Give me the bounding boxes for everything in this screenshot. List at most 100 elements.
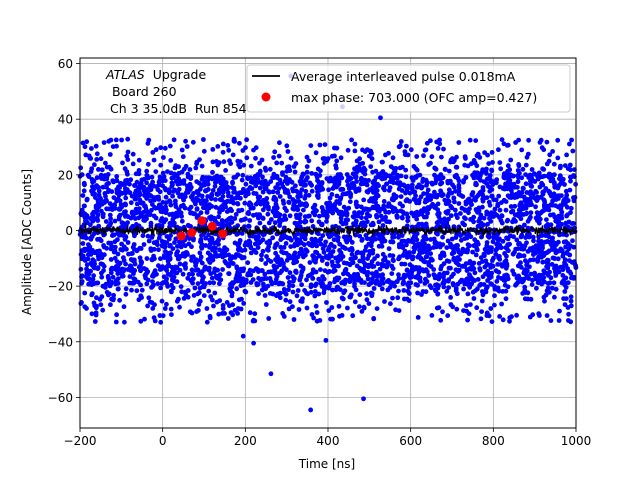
sample-point (562, 289, 568, 294)
sample-point (217, 272, 223, 277)
sample-point (279, 160, 285, 166)
sample-point (413, 242, 418, 248)
sample-point (173, 264, 179, 270)
sample-point (168, 170, 174, 176)
sample-point (111, 195, 117, 201)
sample-point (144, 180, 150, 186)
sample-point (296, 199, 302, 204)
sample-point (359, 215, 364, 221)
sample-point (265, 211, 271, 217)
sample-point (116, 267, 121, 273)
sample-point (467, 259, 473, 264)
sample-point (196, 308, 201, 313)
sample-point (541, 294, 547, 300)
sample-point (293, 268, 299, 274)
sample-point (463, 201, 469, 207)
sample-point (369, 151, 374, 156)
sample-point (361, 165, 367, 171)
sample-point (325, 247, 331, 253)
sample-point (317, 142, 323, 148)
sample-point (130, 223, 136, 229)
sample-point (81, 188, 87, 194)
sample-point (82, 144, 88, 150)
sample-point (304, 164, 310, 170)
sample-point (334, 145, 340, 151)
sample-point (471, 296, 477, 301)
sample-point (190, 271, 196, 277)
sample-point (168, 306, 174, 312)
sample-point (555, 256, 561, 262)
sample-point (212, 175, 217, 181)
sample-point (188, 204, 194, 210)
sample-point (96, 223, 102, 229)
sample-point (166, 263, 172, 268)
sample-point (507, 315, 513, 321)
sample-point (187, 167, 193, 172)
sample-point (277, 217, 283, 223)
sample-point (95, 212, 101, 218)
sample-point (357, 233, 363, 239)
sample-point (319, 284, 325, 289)
sample-point (178, 284, 184, 289)
sample-point (280, 170, 285, 176)
sample-point (277, 212, 283, 218)
sample-point (370, 169, 375, 175)
sample-point (334, 193, 340, 199)
sample-point (475, 151, 481, 157)
sample-point (368, 290, 374, 296)
sample-point (552, 172, 557, 178)
outlier-point (240, 333, 246, 339)
sample-point (91, 258, 97, 264)
sample-point (84, 197, 90, 203)
sample-point (99, 274, 105, 280)
sample-point (223, 168, 229, 173)
sample-point (199, 193, 205, 199)
sample-point (546, 158, 552, 164)
sample-point (100, 262, 106, 267)
sample-point (204, 188, 209, 193)
sample-point (165, 258, 171, 264)
sample-point (287, 178, 293, 184)
sample-point (487, 188, 493, 194)
sample-point (291, 206, 297, 212)
sample-point (425, 187, 431, 193)
sample-point (94, 157, 100, 162)
sample-point (155, 195, 161, 201)
sample-point (262, 293, 268, 298)
sample-point (215, 144, 221, 149)
sample-point (286, 200, 292, 206)
sample-point (547, 269, 552, 275)
sample-point (379, 286, 385, 292)
sample-point (82, 214, 88, 220)
sample-point (273, 208, 278, 214)
sample-point (399, 261, 405, 267)
sample-point (205, 194, 211, 199)
sample-point (369, 156, 375, 162)
sample-point (161, 174, 167, 180)
sample-point (272, 245, 278, 251)
sample-point (352, 255, 358, 261)
sample-point (397, 181, 403, 187)
sample-point (195, 191, 201, 196)
sample-point (410, 256, 415, 262)
sample-point (338, 155, 344, 161)
sample-point (330, 210, 336, 216)
sample-point (463, 175, 469, 180)
sample-point (441, 146, 446, 152)
sample-point (317, 213, 322, 219)
sample-point (193, 201, 198, 207)
sample-point (505, 168, 510, 174)
sample-point (456, 185, 462, 191)
outlier-point (378, 115, 383, 121)
sample-point (198, 210, 204, 216)
sample-point (190, 197, 196, 203)
sample-point (91, 300, 97, 306)
sample-point (264, 240, 270, 246)
sample-point (520, 203, 526, 208)
sample-point (407, 262, 413, 268)
sample-point (557, 165, 563, 171)
sample-point (153, 169, 159, 175)
sample-point (102, 173, 107, 179)
sample-point (196, 302, 202, 307)
y-tick-label: 60 (58, 57, 73, 71)
